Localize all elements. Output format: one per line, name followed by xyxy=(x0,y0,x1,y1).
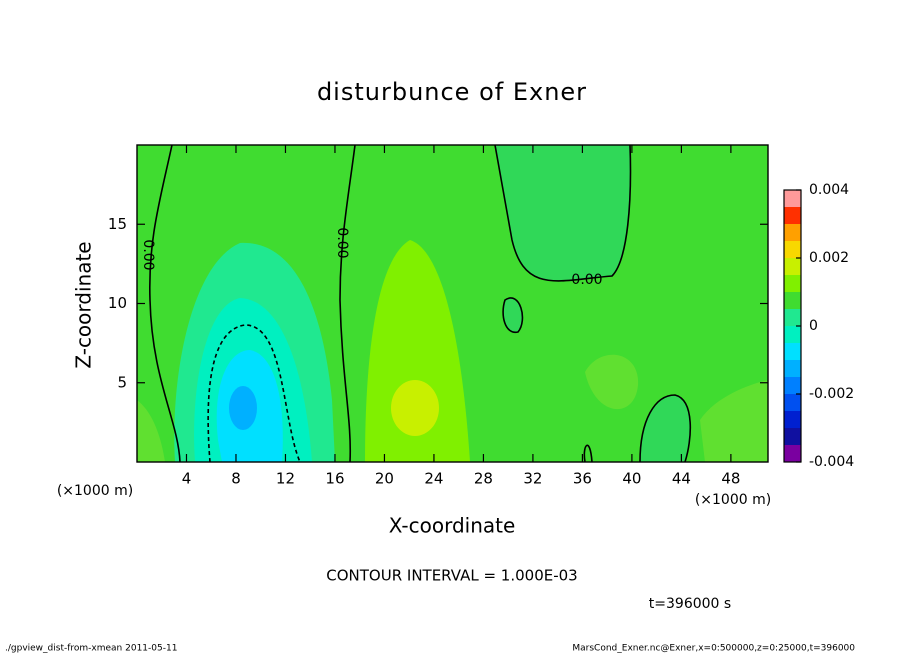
contour-label: 0.00 xyxy=(571,272,602,288)
y-tick-label: 15 xyxy=(108,215,127,233)
colorbar-tick-label: 0 xyxy=(809,318,818,334)
y-tick-label: 5 xyxy=(117,373,127,391)
x-unit-label: (×1000 m) xyxy=(57,483,133,499)
colorbar-segment xyxy=(784,190,801,207)
x-tick-label: 44 xyxy=(672,470,691,488)
x-tick-label: 8 xyxy=(231,470,241,488)
colorbar-segment xyxy=(784,258,801,275)
x-tick-label: 40 xyxy=(622,470,641,488)
time-label: t=396000 s xyxy=(649,596,731,612)
colorbar-segment xyxy=(784,224,801,241)
colorbar-segment xyxy=(784,309,801,326)
colorbar-tick-label: 0.004 xyxy=(809,182,849,198)
colorbar-segment xyxy=(784,292,801,309)
colorbar-segment xyxy=(784,326,801,343)
colorbar-tick-label: 0.002 xyxy=(809,250,849,266)
colorbar-segment xyxy=(784,241,801,258)
y-tick-label: 10 xyxy=(108,294,127,312)
x-tick-label: 12 xyxy=(276,470,295,488)
footer-left: ./gpview_dist-from-xmean 2011-05-11 xyxy=(5,644,177,654)
colorbar-segment xyxy=(784,207,801,224)
x-tick-label: 16 xyxy=(325,470,344,488)
x-tick-label: 24 xyxy=(424,470,443,488)
footer-right: MarsCond_Exner.nc@Exner,x=0:500000,z=0:2… xyxy=(572,644,855,654)
x-tick-label: 32 xyxy=(523,470,542,488)
x-axis-label: X-coordinate xyxy=(389,514,516,538)
contour-field xyxy=(137,145,768,462)
colorbar-segment xyxy=(784,445,801,462)
colorbar-segment xyxy=(784,377,801,394)
x-tick-label: 4 xyxy=(182,470,192,488)
y-axis-label: Z-coordinate xyxy=(72,241,96,368)
colorbar-segment xyxy=(784,275,801,292)
colorbar-tick-label: -0.004 xyxy=(809,454,854,470)
chart-title: disturbunce of Exner xyxy=(317,78,587,106)
colorbar-segment xyxy=(784,394,801,411)
x-tick-label: 48 xyxy=(721,470,740,488)
colorbar-segment xyxy=(784,360,801,377)
x-tick-label: 20 xyxy=(375,470,394,488)
x-tick-label: 36 xyxy=(573,470,592,488)
contour-label: 0.00 xyxy=(140,239,156,270)
x-unit-label: (×1000 m) xyxy=(695,492,771,508)
contour-label: 0.00 xyxy=(334,227,350,258)
contour-interval: CONTOUR INTERVAL = 1.000E-03 xyxy=(326,567,577,585)
colorbar-segment xyxy=(784,343,801,360)
colorbar-segment xyxy=(784,428,801,445)
colorbar-tick-label: -0.002 xyxy=(809,386,854,402)
colorbar-segment xyxy=(784,411,801,428)
x-tick-label: 28 xyxy=(474,470,493,488)
